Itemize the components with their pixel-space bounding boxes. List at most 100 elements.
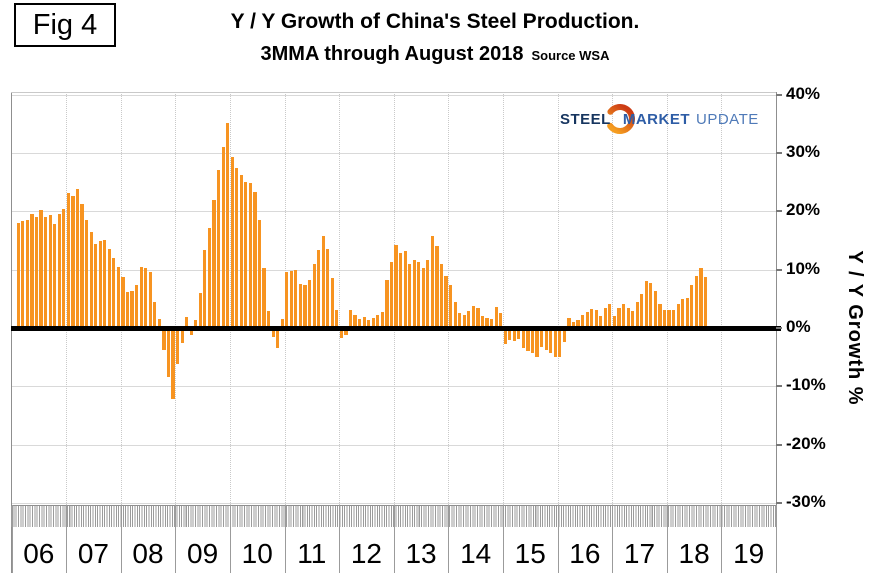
- growth-bar-2009-10: [216, 169, 221, 328]
- growth-bar-2009-2: [180, 328, 184, 343]
- growth-bar-2012-12: [389, 262, 394, 328]
- year-separator: [502, 505, 504, 573]
- plot-border-left: [11, 92, 12, 573]
- year-separator: [612, 505, 614, 573]
- growth-bar-2017-10: [653, 290, 657, 328]
- growth-bar-2015-12: [553, 328, 557, 358]
- growth-bar-2010-12: [280, 319, 284, 328]
- growth-bar-2015-7: [530, 328, 535, 354]
- y-tick-label: 30%: [786, 142, 821, 161]
- zero-line: [11, 325, 781, 331]
- growth-bar-2007-11: [112, 258, 116, 328]
- growth-bar-2016-12: [608, 303, 612, 328]
- growth-bar-2014-6: [471, 306, 475, 328]
- minor-tick-comb: [11, 506, 776, 527]
- growth-bar-2014-8: [480, 315, 485, 328]
- y-tick: [776, 268, 782, 271]
- growth-bar-2015-4: [517, 328, 521, 340]
- gridline-year: [612, 92, 614, 505]
- year-label-16: 16: [569, 538, 601, 569]
- gridline-horizontal: [11, 94, 776, 96]
- growth-bar-2010-7: [257, 220, 262, 328]
- growth-bar-2016-7: [585, 312, 589, 328]
- growth-bar-2015-10: [544, 328, 548, 351]
- growth-bar-2017-4: [626, 307, 630, 328]
- growth-bar-2008-10: [162, 328, 166, 351]
- growth-bar-2007-1: [66, 192, 70, 328]
- gridline-year: [339, 92, 341, 505]
- growth-bar-2017-9: [649, 283, 653, 328]
- y-tick: [776, 210, 782, 213]
- growth-bar-2018-9: [703, 276, 708, 328]
- growth-bar-2015-8: [535, 328, 539, 357]
- year-separator: [175, 505, 177, 573]
- growth-bar-2008-12: [171, 328, 175, 400]
- growth-bar-2008-5: [139, 266, 143, 328]
- year-label-12: 12: [350, 538, 383, 569]
- growth-bar-2013-7: [421, 267, 425, 328]
- growth-bar-2007-6: [89, 232, 93, 328]
- growth-bar-2015-9: [540, 328, 544, 348]
- year-label-18: 18: [678, 538, 710, 569]
- orange-crescent-icon: [604, 104, 635, 134]
- growth-bar-2010-8: [262, 267, 266, 328]
- growth-bar-2017-3: [621, 303, 626, 328]
- year-label-15: 15: [514, 538, 546, 569]
- growth-bar-2009-3: [185, 316, 189, 328]
- growth-bar-2016-6: [580, 314, 585, 328]
- logo-word-market: MARKET: [622, 110, 691, 128]
- y-tick-label: -10%: [786, 375, 826, 395]
- growth-bar-2016-2: [562, 328, 566, 342]
- growth-bar-2013-12: [444, 275, 448, 328]
- chart-subtitle: 3MMA through August 2018 Source WSA: [110, 43, 760, 66]
- growth-bar-2009-5: [194, 319, 198, 328]
- gridline-year: [557, 92, 559, 505]
- growth-bar-2006-12: [62, 209, 66, 328]
- growth-bar-2014-11: [494, 307, 498, 328]
- growth-bar-2018-2: [672, 309, 676, 328]
- growth-bar-2015-2: [508, 328, 512, 341]
- growth-bar-2017-5: [631, 310, 635, 328]
- growth-bar-2008-9: [157, 319, 161, 328]
- growth-bar-2013-4: [408, 263, 412, 328]
- growth-bar-2018-6: [690, 284, 694, 328]
- growth-bar-2011-7: [312, 263, 316, 328]
- y-tick-label: -30%: [786, 491, 826, 511]
- gridline-horizontal: [11, 153, 776, 154]
- growth-bar-2014-12: [499, 312, 503, 328]
- growth-bar-2016-9: [594, 309, 598, 328]
- year-label-10: 10: [241, 538, 273, 569]
- growth-bar-2008-6: [144, 267, 148, 328]
- growth-bar-2012-10: [380, 312, 384, 328]
- growth-bar-2016-4: [571, 322, 576, 328]
- y-tick: [776, 385, 782, 388]
- growth-bar-2011-1: [285, 272, 289, 328]
- growth-bar-2008-1: [121, 277, 125, 328]
- growth-bar-2018-3: [676, 304, 680, 328]
- growth-bar-2008-8: [153, 301, 157, 328]
- growth-bar-2011-10: [326, 249, 330, 328]
- growth-bar-2013-5: [412, 260, 416, 328]
- gridline-year: [120, 92, 122, 505]
- year-label-11: 11: [297, 538, 327, 569]
- chart-subtitle-text: 3MMA through August 2018: [260, 43, 524, 65]
- growth-bar-2011-3: [294, 269, 298, 328]
- year-separator: [120, 505, 122, 573]
- growth-bar-2013-10: [435, 246, 439, 328]
- gridline-year: [666, 92, 668, 505]
- growth-bar-2009-8: [207, 227, 212, 328]
- growth-bar-2010-6: [253, 191, 257, 328]
- year-separator: [393, 505, 395, 573]
- growth-bar-2011-4: [298, 284, 303, 328]
- gridline-year: [175, 92, 177, 505]
- y-tick: [776, 501, 782, 504]
- growth-bar-2014-5: [467, 310, 471, 328]
- growth-bar-2016-10: [599, 315, 603, 328]
- growth-bar-2009-7: [203, 249, 207, 328]
- growth-bar-2018-1: [667, 309, 671, 328]
- y-tick-label: 10%: [786, 258, 821, 278]
- gridline-horizontal: [11, 269, 776, 271]
- growth-bar-2012-1: [339, 328, 343, 338]
- growth-bar-2006-4: [25, 220, 29, 328]
- y-tick-label: 0%: [786, 317, 811, 336]
